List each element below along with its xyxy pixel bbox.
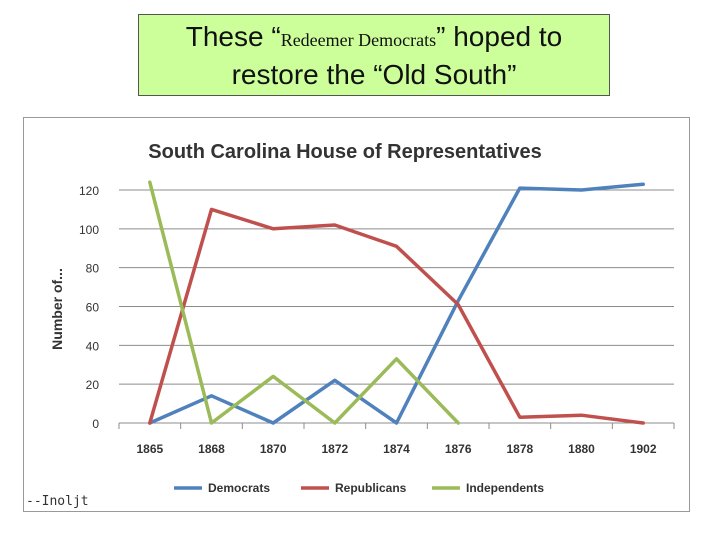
- x-tick-label: 1880: [568, 442, 595, 456]
- grid-layer: [119, 189, 674, 424]
- series-line-democrats: [148, 182, 645, 425]
- x-tick-label: 1865: [136, 442, 163, 456]
- chart-legend: Democrats Republicans Independents: [174, 481, 544, 495]
- slide-title-box: These “Redeemer Democrats” hoped to rest…: [138, 14, 610, 96]
- legend-label-independents: Independents: [466, 481, 544, 495]
- y-tick-label: 120: [79, 184, 99, 198]
- series-line-independents: [148, 180, 460, 425]
- legend-label-republicans: Republicans: [335, 481, 407, 495]
- title-text-part3: ” hoped to: [436, 21, 563, 52]
- x-tick-label: 1876: [445, 442, 472, 456]
- legend-label-democrats: Democrats: [208, 481, 270, 495]
- series-line-republicans: [148, 207, 645, 425]
- y-axis-label: Number of...: [49, 268, 65, 350]
- slide-title-line2: restore the “Old South”: [231, 59, 517, 90]
- y-tick-label: 0: [92, 417, 99, 431]
- chart-title: South Carolina House of Representatives: [148, 141, 541, 163]
- x-tick-label: 1868: [198, 442, 225, 456]
- series-layer: [148, 180, 645, 425]
- x-tick-label: 1902: [630, 442, 657, 456]
- x-tick-label: 1872: [321, 442, 348, 456]
- slide-title-line1: These “Redeemer Democrats” hoped to: [139, 21, 609, 56]
- y-tick-label: 100: [79, 223, 99, 237]
- x-tick-label: 1878: [506, 442, 533, 456]
- y-tick-label: 40: [86, 339, 100, 353]
- title-text-part1: These “: [185, 21, 281, 52]
- y-tick-label: 80: [86, 262, 100, 276]
- chart-frame: South Carolina House of Representatives …: [23, 117, 690, 512]
- x-tick-label: 1870: [260, 442, 287, 456]
- line-chart: South Carolina House of Representatives …: [49, 141, 675, 495]
- x-tick-label: 1874: [383, 442, 410, 456]
- credit-text: --Inoljt: [26, 494, 89, 509]
- y-tick-label: 60: [86, 301, 100, 315]
- y-tick-label: 20: [86, 378, 100, 392]
- ticks-layer: 0 20 40 60 80 100 120 1865 1868 1870 1872 1874 1876 1…: [79, 184, 675, 456]
- title-text-redeemer: Redeemer Democrats: [280, 30, 437, 50]
